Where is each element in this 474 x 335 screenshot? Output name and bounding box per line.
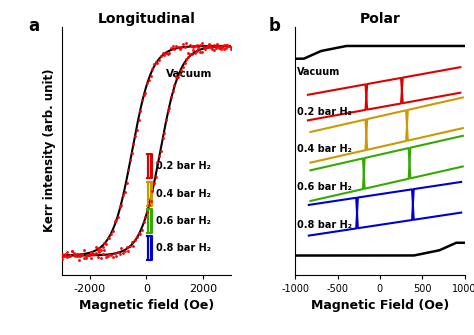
Text: Vacuum: Vacuum	[166, 69, 212, 79]
Text: 0.2 bar H₂: 0.2 bar H₂	[297, 108, 352, 117]
Text: 0.8 bar H₂: 0.8 bar H₂	[297, 220, 352, 230]
Text: 0.6 bar H₂: 0.6 bar H₂	[156, 216, 211, 226]
Text: a: a	[28, 17, 39, 35]
Text: 0.2 bar H₂: 0.2 bar H₂	[156, 161, 211, 171]
Text: 0.4 bar H₂: 0.4 bar H₂	[156, 189, 211, 199]
Text: 0.6 bar H₂: 0.6 bar H₂	[297, 182, 352, 192]
Title: Longitudinal: Longitudinal	[97, 12, 195, 26]
X-axis label: Magnetic Field (Oe): Magnetic Field (Oe)	[311, 299, 449, 312]
Text: b: b	[268, 17, 280, 35]
Y-axis label: Kerr intensity (arb. unit): Kerr intensity (arb. unit)	[43, 69, 56, 232]
Text: 0.4 bar H₂: 0.4 bar H₂	[297, 144, 352, 154]
Text: 0.8 bar H₂: 0.8 bar H₂	[156, 243, 211, 253]
Title: Polar: Polar	[359, 12, 401, 26]
X-axis label: Magnetic field (Oe): Magnetic field (Oe)	[79, 299, 214, 312]
Text: Vacuum: Vacuum	[297, 67, 340, 76]
